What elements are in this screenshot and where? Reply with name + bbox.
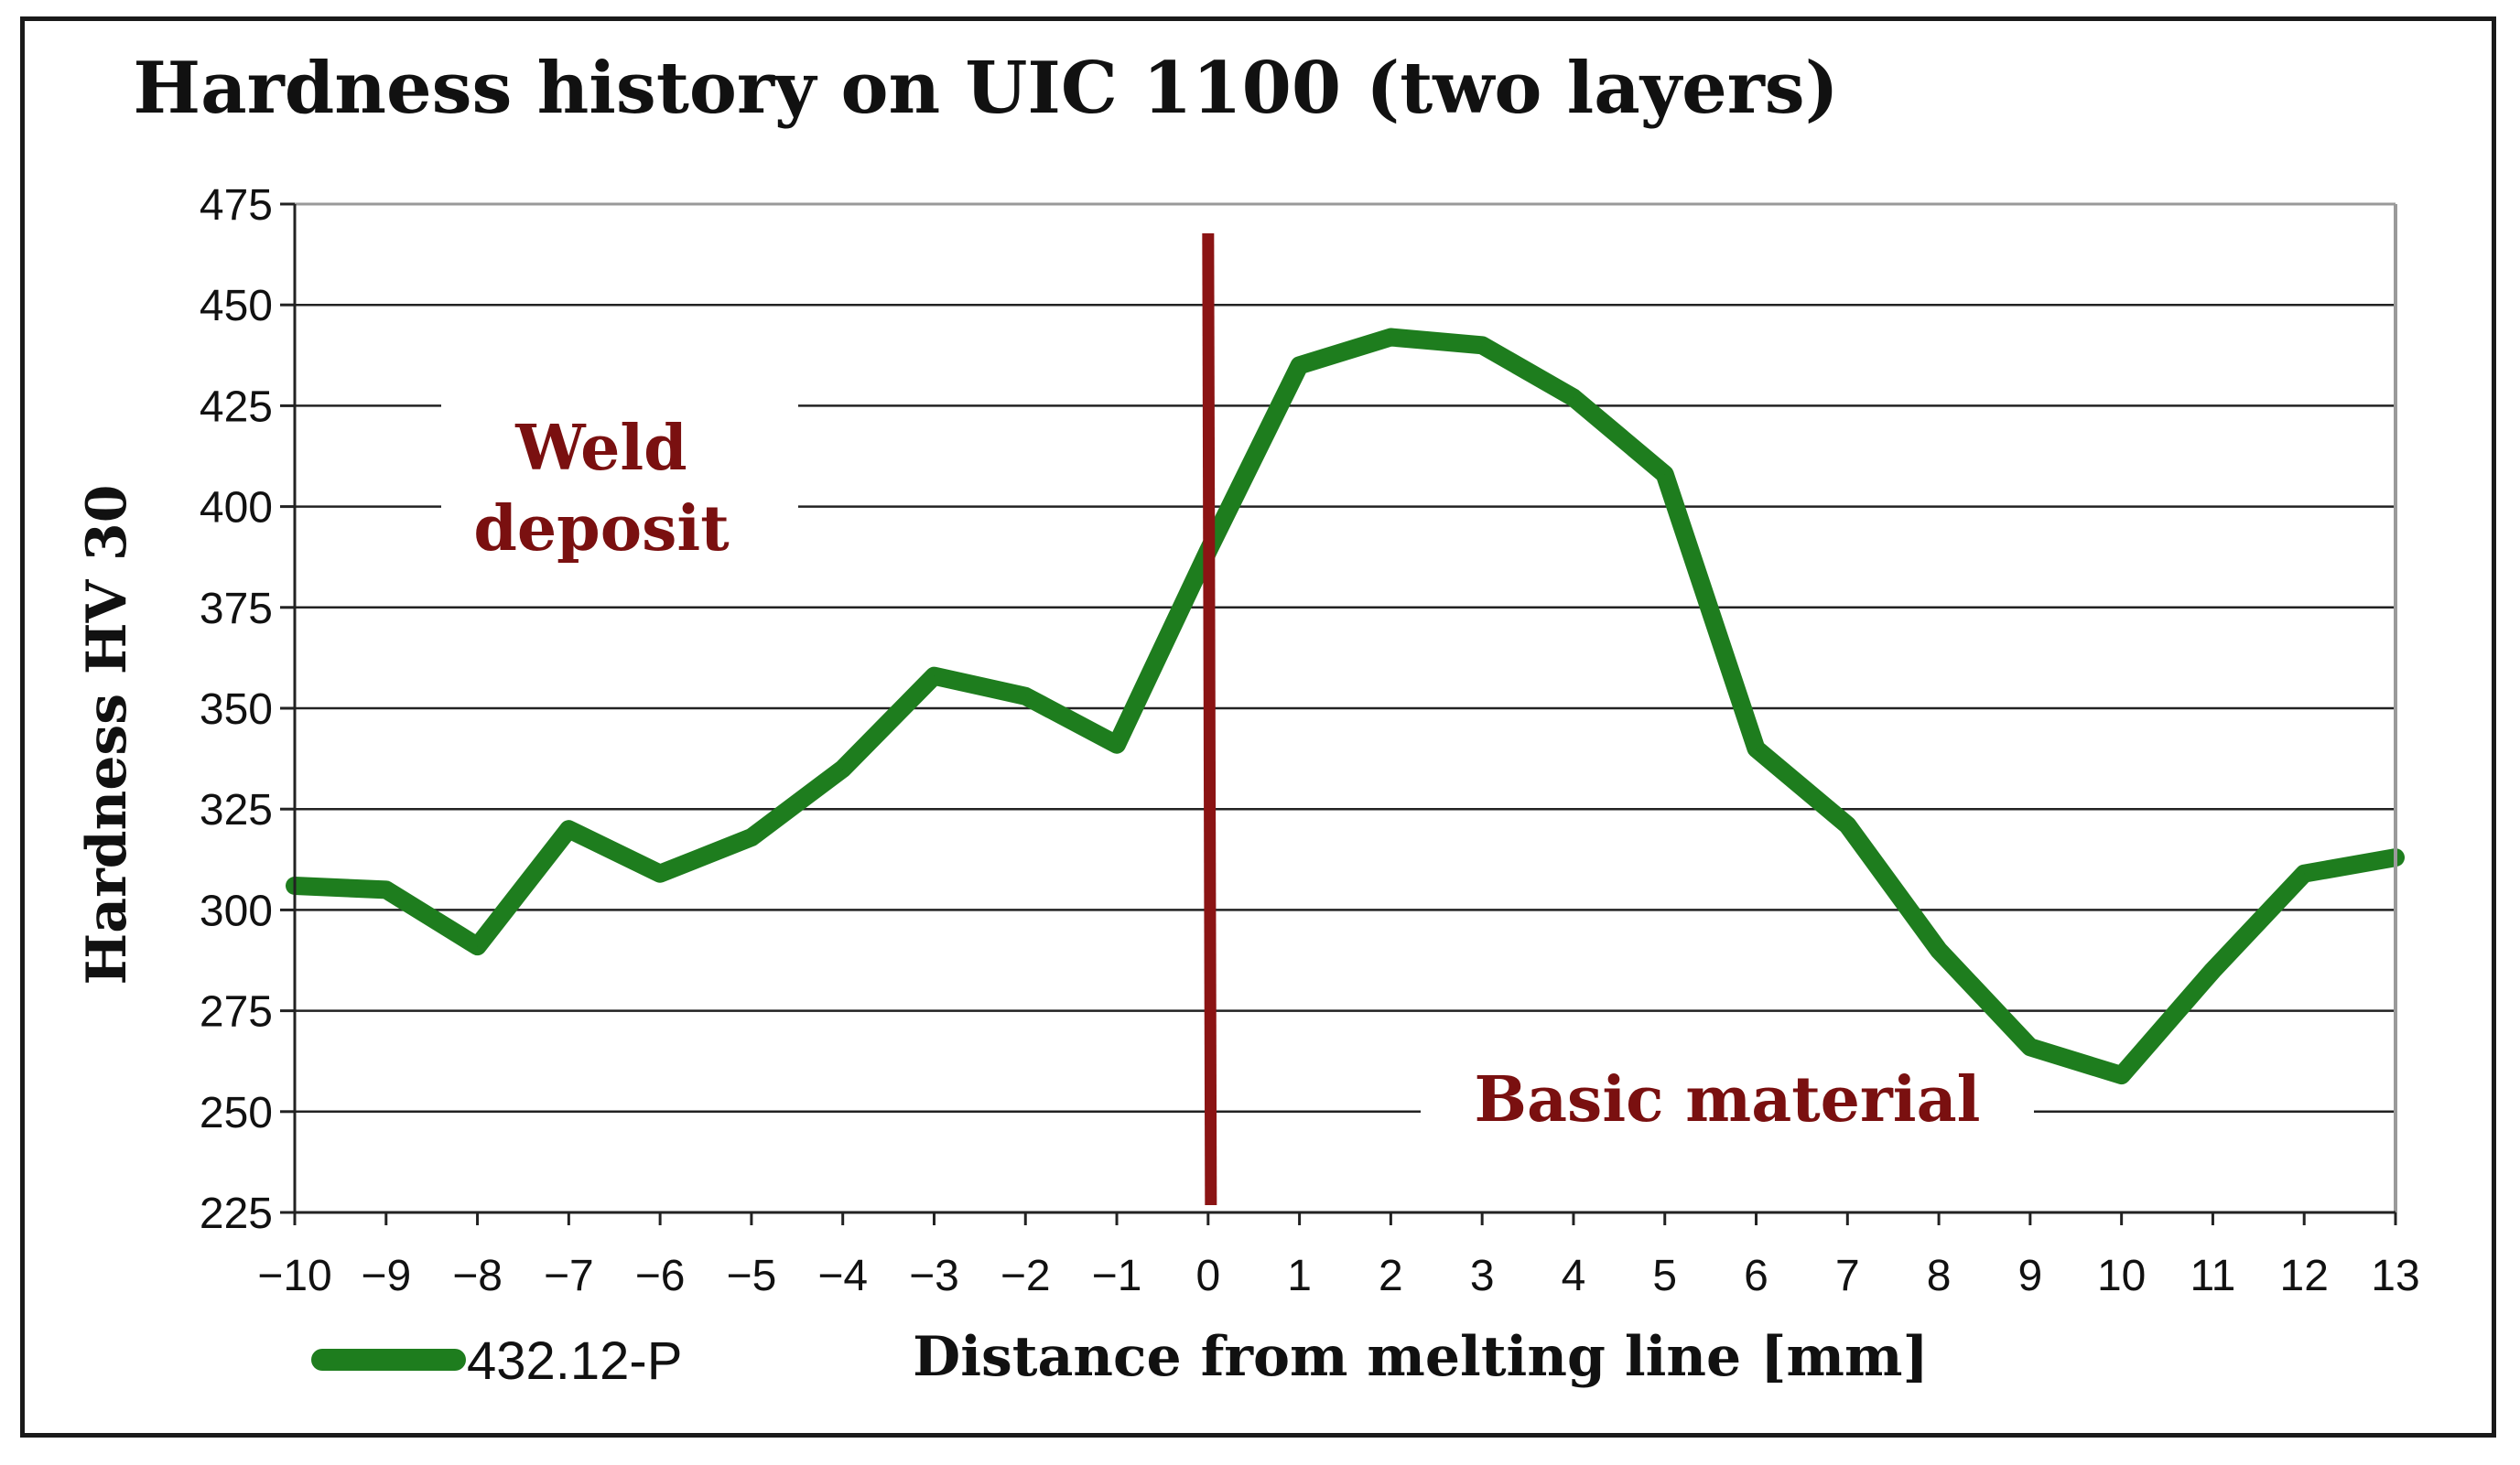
- data-point: [1573, 397, 1574, 399]
- series-line: [286, 328, 2405, 1085]
- data-point: [1938, 949, 1940, 951]
- y-tick-label: 475: [200, 181, 273, 230]
- data-point: [1024, 695, 1026, 697]
- y-axis-title: Hardness HV 30: [75, 484, 139, 985]
- data-point: [1664, 473, 1666, 475]
- data-point: [568, 828, 569, 830]
- x-tick-label: −10: [257, 1252, 331, 1300]
- x-tick-label: −4: [817, 1252, 868, 1300]
- marker-layer: [1202, 232, 1217, 1206]
- label-layer: Hardness history on UIC 1100 (two layers…: [75, 47, 1929, 1389]
- x-tick-label: 3: [1470, 1252, 1495, 1300]
- data-point: [385, 889, 387, 890]
- data-point: [933, 675, 935, 677]
- x-tick-label: 12: [2280, 1252, 2329, 1300]
- x-tick-label: 5: [1652, 1252, 1677, 1300]
- y-tick-label: 450: [200, 282, 273, 330]
- data-point: [1116, 744, 1118, 746]
- chart-frame: Weld deposit Basic material 225 250 275 300 32…: [20, 16, 2496, 1438]
- x-tick-label: 13: [2371, 1252, 2419, 1300]
- annotation-label: Weld: [514, 412, 687, 485]
- x-axis-title: Distance from melting line [mm]: [913, 1325, 1929, 1389]
- data-point: [842, 768, 844, 770]
- data-point: [1846, 824, 1848, 826]
- x-tick-label: −5: [727, 1252, 777, 1300]
- x-tick-label: 11: [2190, 1252, 2236, 1300]
- x-tick-label: −1: [1092, 1252, 1142, 1300]
- x-tick-label: 10: [2097, 1252, 2146, 1300]
- x-tick-label: 1: [1287, 1252, 1312, 1300]
- x-tick-label: 0: [1195, 1252, 1220, 1300]
- data-point: [2029, 1046, 2031, 1048]
- data-point: [751, 836, 752, 838]
- grid-layer: [295, 202, 2396, 1114]
- data-point: [1299, 364, 1301, 366]
- annotation-background: [441, 396, 798, 579]
- x-tick-label: −9: [361, 1252, 411, 1300]
- y-tick-label: 325: [200, 786, 273, 835]
- chart-title: Hardness history on UIC 1100 (two layers…: [133, 47, 1838, 130]
- x-tick-label: 8: [1927, 1252, 1952, 1300]
- x-tick-label: −6: [635, 1252, 686, 1300]
- y-tick-label: 350: [200, 685, 273, 734]
- x-tick-label: 4: [1562, 1252, 1586, 1300]
- series-layer: [286, 328, 2405, 1085]
- x-tick-label: 6: [1744, 1252, 1768, 1300]
- data-point: [659, 873, 661, 875]
- annotation-background: [1421, 1064, 2034, 1156]
- x-tick-label: 9: [2018, 1252, 2043, 1300]
- data-point: [2303, 873, 2305, 875]
- y-tick-label: 375: [200, 585, 273, 633]
- annotation-label: deposit: [473, 492, 730, 566]
- data-point: [2212, 970, 2213, 972]
- x-tick-label: 2: [1379, 1252, 1403, 1300]
- x-tick-label: −8: [452, 1252, 503, 1300]
- y-tick-label: 225: [200, 1190, 273, 1238]
- legend-label: 432.12-P: [467, 1331, 682, 1391]
- x-tick-label: −2: [1000, 1252, 1051, 1300]
- y-tick-label: 275: [200, 988, 273, 1037]
- data-point: [1481, 344, 1483, 346]
- y-tick-label: 425: [200, 382, 273, 431]
- x-tick-label: −3: [909, 1252, 959, 1300]
- y-tick-label: 250: [200, 1089, 273, 1137]
- x-tick-label: −7: [544, 1252, 594, 1300]
- x-tick-label: 7: [1835, 1252, 1860, 1300]
- annotation-label: Basic material: [1475, 1063, 1981, 1136]
- data-point: [2121, 1074, 2123, 1076]
- y-tick-label: 400: [200, 484, 273, 533]
- data-point: [477, 945, 479, 947]
- melting-line-marker: [1202, 232, 1217, 1206]
- legend: 432.12-P: [311, 1331, 682, 1391]
- data-point: [1390, 336, 1391, 338]
- y-tick-label: 300: [200, 887, 273, 935]
